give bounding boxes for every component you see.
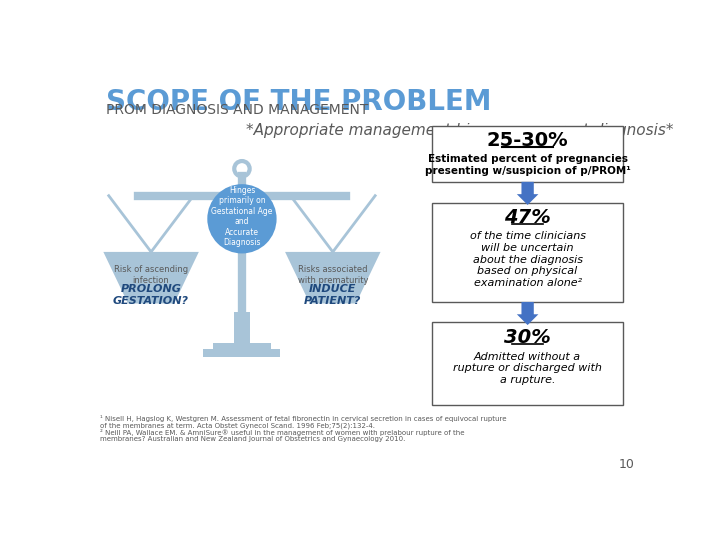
Text: INDUCE
PATIENT?: INDUCE PATIENT? [304, 284, 361, 306]
Circle shape [207, 184, 276, 253]
Text: Risk of ascending
infection: Risk of ascending infection [114, 265, 188, 285]
Bar [204, 349, 281, 356]
Text: 30%: 30% [504, 328, 551, 347]
Text: SCOPE OF THE PROBLEM: SCOPE OF THE PROBLEM [106, 88, 491, 116]
Text: ² Neill PA, Wallace EM. & AmniSure® useful in the management of women with prela: ² Neill PA, Wallace EM. & AmniSure® usef… [99, 429, 464, 436]
Text: PROLONG
GESTATION?: PROLONG GESTATION? [113, 284, 189, 306]
Bar [234, 312, 250, 345]
Polygon shape [285, 252, 381, 303]
Text: of the membranes at term. Acta Obstet Gynecol Scand. 1996 Feb;75(2):132-4.: of the membranes at term. Acta Obstet Gy… [99, 422, 374, 429]
Bar [432, 126, 623, 182]
Bar [432, 204, 623, 302]
Text: PROM DIAGNOSIS AND MANAGEMENT: PROM DIAGNOSIS AND MANAGEMENT [106, 103, 368, 117]
Bar [212, 343, 271, 350]
FancyArrow shape [517, 182, 539, 205]
Text: membranes? Australian and New Zealand Journal of Obstetrics and Gynaecology 2010: membranes? Australian and New Zealand Jo… [99, 436, 405, 442]
Text: 47%: 47% [504, 208, 551, 227]
Text: ¹ Nisell H, Hagslog K, Westgren M. Assessment of fetal fibronectin in cervical s: ¹ Nisell H, Hagslog K, Westgren M. Asses… [99, 415, 506, 422]
Text: Hinges
primarily on
Gestational Age
and
Accurate
Diagnosis: Hinges primarily on Gestational Age and … [211, 186, 273, 247]
Text: Estimated percent of pregnancies
presenting w/suspicion of p/PROM¹: Estimated percent of pregnancies present… [425, 154, 631, 176]
Bar [432, 322, 623, 405]
Text: 10: 10 [618, 458, 634, 471]
Text: Admitted without a
rupture or discharged with
a rupture.: Admitted without a rupture or discharged… [453, 352, 602, 385]
Text: *Appropriate management hinges on correct diagnosis*: *Appropriate management hinges on correc… [246, 123, 673, 138]
Text: Risks associated
with prematurity: Risks associated with prematurity [297, 265, 368, 285]
FancyArrow shape [517, 302, 539, 325]
Text: of the time clinicians
will be uncertain
about the diagnosis
based on physical
e: of the time clinicians will be uncertain… [469, 232, 585, 288]
Polygon shape [104, 252, 199, 303]
Text: 25-30%: 25-30% [487, 131, 568, 150]
